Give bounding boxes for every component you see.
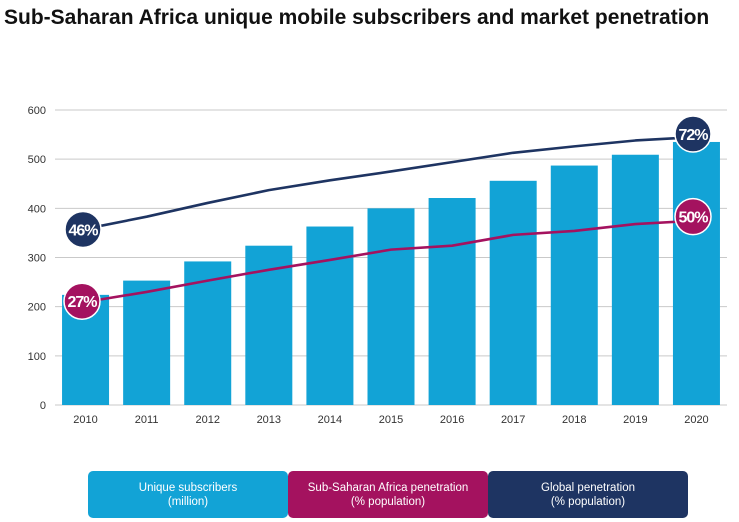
y-tick-label: 600 — [28, 105, 46, 117]
x-tick-label: 2017 — [501, 414, 525, 426]
legend-label: Sub-Saharan Africa penetration — [307, 481, 469, 494]
penetration-label: 50% — [678, 210, 708, 227]
legend-ssa-penetration: Sub-Saharan Africa penetration (% popula… — [288, 471, 488, 518]
x-tick-label: 2012 — [195, 414, 219, 426]
chart-title: Sub-Saharan Africa unique mobile subscri… — [4, 6, 710, 29]
penetration-label: 72% — [678, 127, 708, 144]
x-tick-label: 2015 — [379, 414, 403, 426]
penetration-marker — [674, 115, 712, 153]
x-tick-label: 2011 — [135, 414, 159, 426]
penetration-label: 27% — [67, 294, 97, 311]
bar — [306, 226, 354, 405]
legend-label: Unique subscribers — [138, 481, 238, 494]
y-tick-label: 500 — [28, 154, 46, 166]
y-tick-label: 400 — [28, 203, 46, 215]
x-tick-label: 2018 — [562, 414, 586, 426]
x-tick-label: 2010 — [73, 414, 97, 426]
bar — [367, 208, 415, 405]
bar — [550, 165, 598, 405]
penetration-label: 46% — [68, 222, 98, 239]
x-tick-label: 2016 — [440, 414, 464, 426]
y-tick-label: 100 — [28, 351, 46, 363]
bar — [123, 280, 171, 405]
bar — [428, 198, 476, 405]
chart-svg: 0 100 200 300 400 500 600 2010 2011 2012 2013 2014 2… — [28, 105, 727, 426]
legend-sublabel: (% population) — [550, 495, 626, 508]
ssa-penetration-line — [77, 219, 697, 305]
y-tick-label: 0 — [40, 400, 46, 412]
x-tick-label: 2020 — [684, 414, 708, 426]
penetration-marker — [64, 210, 102, 249]
global-penetration-line — [77, 135, 697, 232]
penetration-marker — [63, 282, 101, 320]
bar — [672, 141, 720, 406]
x-tick-label: 2019 — [623, 414, 647, 426]
legend-sublabel: (% population) — [350, 495, 426, 508]
bar — [489, 180, 537, 405]
penetration-marker — [674, 197, 712, 236]
y-tick-label: 200 — [28, 302, 46, 314]
legend-label: Global penetration — [541, 481, 635, 494]
x-tick-label: 2014 — [318, 414, 342, 426]
bar — [184, 261, 232, 405]
legend-global-penetration: Global penetration (% population) — [488, 471, 688, 518]
y-tick-label: 300 — [28, 253, 46, 265]
bar — [611, 154, 659, 405]
x-tick-label: 2013 — [257, 414, 281, 426]
legend-unique-subscribers: Unique subscribers (million) — [88, 471, 288, 518]
legend-sublabel: (million) — [167, 495, 209, 508]
